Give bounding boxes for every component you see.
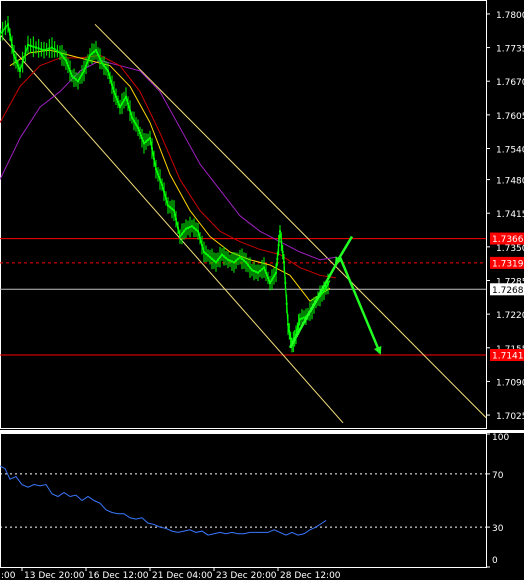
time-axis: :00 13 Dec 20:00 16 Dec 12:00 21 Dec 04:00 2… bbox=[1, 567, 341, 580]
trend-channel bbox=[0, 23, 487, 424]
channel-line-1 bbox=[0, 34, 344, 424]
price-tick-label: 1.7415 bbox=[496, 210, 524, 220]
time-tick-label: 23 Dec 20:00 bbox=[216, 571, 277, 580]
price-line bbox=[0, 23, 331, 346]
slow-moving-average-line bbox=[0, 60, 337, 261]
level-label: 1.7366 bbox=[492, 235, 524, 245]
oscillator-pane-frame bbox=[0, 433, 487, 568]
price-tick-label: 1.7480 bbox=[496, 177, 524, 187]
level-label: 1.7141 bbox=[492, 352, 524, 362]
level-label: 1.7268 bbox=[492, 286, 524, 296]
time-tick-label: 16 Dec 12:00 bbox=[88, 571, 149, 580]
price-tick-label: 1.7025 bbox=[496, 412, 524, 422]
pane-separator bbox=[0, 430, 524, 433]
time-tick-label: 28 Dec 12:00 bbox=[280, 571, 341, 580]
price-tick-label: 1.7800 bbox=[496, 11, 524, 21]
price-tick-label: 1.7285 bbox=[496, 277, 524, 287]
level-labels: 1.7366 1.7319 1.7268 1.7141 bbox=[490, 232, 524, 362]
oscillator-line bbox=[0, 465, 327, 536]
oscillator-tick-label: 0 bbox=[492, 556, 498, 566]
price-tick-label: 1.7670 bbox=[496, 78, 524, 88]
level-label-box bbox=[490, 256, 524, 269]
level-label-box bbox=[490, 232, 524, 245]
price-tick-label: 1.7540 bbox=[496, 146, 524, 156]
price-tick-label: 1.7605 bbox=[496, 112, 524, 122]
level-label-box bbox=[490, 349, 524, 362]
price-tick-label: 1.7220 bbox=[496, 311, 524, 321]
oscillator-axis: 100 70 30 0 bbox=[486, 433, 509, 568]
oscillator-tick-label: 70 bbox=[492, 471, 504, 481]
oscillator-tick-label: 100 bbox=[492, 433, 509, 443]
price-tick-label: 1.7090 bbox=[496, 378, 524, 388]
time-tick-label: 13 Dec 20:00 bbox=[24, 571, 85, 580]
projection-arrow bbox=[288, 255, 382, 355]
oscillator-levels bbox=[0, 473, 486, 528]
annotations bbox=[288, 235, 382, 355]
oscillator-series bbox=[0, 465, 327, 536]
price-tick-label: 1.7350 bbox=[496, 244, 524, 254]
level-label: 1.7319 bbox=[492, 259, 524, 269]
price-pane: 1.7800 1.7735 1.7670 1.7605 1.7540 1.7480 1.74… bbox=[0, 0, 524, 429]
price-tick-label: 1.7735 bbox=[496, 45, 524, 55]
time-tick-label: 21 Dec 04:00 bbox=[152, 571, 213, 580]
oscillator-pane: 100 70 30 0 bbox=[0, 433, 509, 568]
time-tick-label: :00 bbox=[1, 571, 16, 580]
channel-line-2 bbox=[94, 23, 487, 419]
level-label-box bbox=[490, 283, 524, 296]
price-pane-frame bbox=[0, 0, 487, 429]
oscillator-tick-label: 30 bbox=[492, 524, 504, 534]
horizontal-levels bbox=[0, 238, 486, 356]
